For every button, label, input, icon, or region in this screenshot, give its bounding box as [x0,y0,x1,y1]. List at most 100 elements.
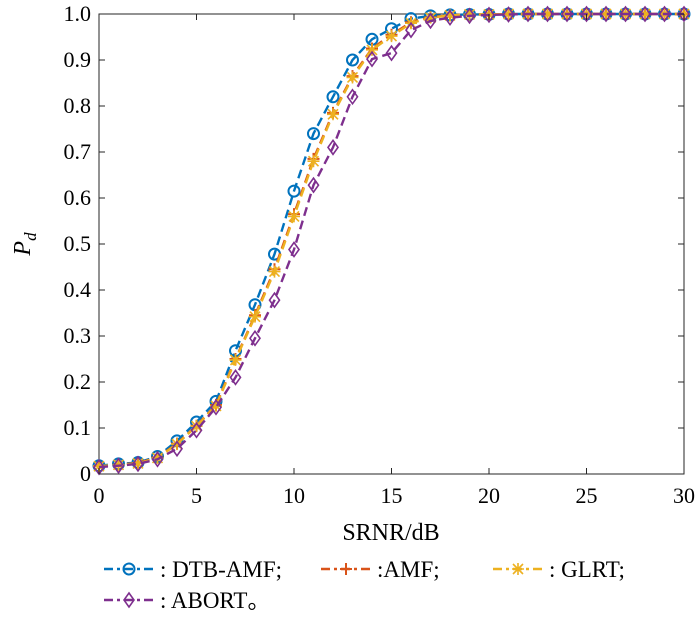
data-point [678,5,690,23]
x-tick-label: 10 [283,483,305,508]
legend-label: :AMF; [377,557,440,582]
data-point-shape [444,9,456,22]
data-point [210,399,222,412]
data-point-shape [229,369,242,386]
data-point [268,265,281,278]
x-axis-title: SRNR/dB [342,520,439,546]
data-point [502,8,515,20]
data-point-shape [249,329,261,347]
data-point-shape [346,88,359,106]
y-tick-label: 0.5 [64,231,92,256]
ticks-layer: 0 5 10 15 20 25 30 0 0.1 0.2 0.3 0.4 0.5 0.6 0.7 0.8 0.9… [64,1,696,508]
data-point-shape [424,12,437,30]
data-point [287,184,301,198]
x-tick-label: 20 [478,483,500,508]
data-point-shape [424,11,437,24]
series-line [98,12,684,468]
data-point [580,5,593,23]
data-point-shape [326,90,340,104]
x-tick-label: 30 [673,483,695,508]
legend-marker-shape [123,591,135,609]
data-point [307,127,320,141]
data-point-shape [190,421,203,439]
series-2 [93,8,690,473]
data-point-shape [600,8,612,20]
data-point [151,450,164,468]
data-point-shape [307,127,320,141]
data-point-shape [132,457,144,470]
data-point [366,43,378,56]
plot-area: 0 5 10 15 20 25 30 0 0.1 0.2 0.3 0.4 0.5 0.6 0.7 0.8 0.9… [64,1,696,508]
data-point-shape [288,210,300,223]
data-point-shape [132,455,144,473]
y-tick-label: 0.1 [64,415,92,440]
data-point [190,421,203,439]
data-point [639,8,651,20]
data-point-shape [522,5,534,23]
series-line [98,12,684,469]
data-point [346,53,359,67]
y-axis-title: Pd [10,232,40,257]
data-point-shape [307,155,320,168]
data-point [463,7,476,25]
y-tick-label: 0 [80,461,91,486]
data-point-shape [171,438,183,451]
data-point-shape [112,457,125,475]
legend: : DTB-AMF;:AMF;: GLRT;: ABORT。 [104,557,625,613]
legend-marker [122,562,136,576]
data-point [424,12,437,30]
data-point-shape [541,8,554,20]
legend-label: : ABORT。 [160,588,270,613]
legend-entry-2: : GLRT; [493,557,625,582]
data-point-shape [171,440,183,458]
y-tick-label: 1.0 [64,1,92,26]
data-point-shape [639,5,651,23]
data-point [522,5,534,23]
data-point-shape [151,451,164,464]
series-3 [93,5,690,476]
data-point [229,369,242,386]
data-point [288,241,300,258]
data-point [326,90,340,104]
data-point-shape [678,5,690,23]
series-line [98,12,684,467]
legend-marker-shape [122,562,136,576]
series-line [98,12,684,468]
data-point-shape [639,8,651,20]
data-point-shape [287,184,301,198]
data-point [171,440,183,458]
legend-marker [123,591,135,609]
data-point [385,44,398,62]
data-point [502,6,515,23]
data-point [132,455,144,473]
data-point-shape [600,5,612,23]
x-tick-label: 5 [191,483,202,508]
legend-entry-1: :AMF; [321,557,440,582]
data-point [541,5,554,23]
data-point [268,291,281,309]
y-tick-label: 0.2 [64,369,92,394]
data-point-shape [268,265,281,278]
y-axis-title-sub: d [21,232,40,241]
data-point [483,6,495,24]
data-point [385,30,398,43]
data-point-shape [463,8,476,21]
data-point-shape [619,5,632,23]
data-point [327,108,339,121]
y-tick-label: 0.3 [64,323,92,348]
data-point-shape [346,71,359,84]
data-point [600,8,612,20]
y-tick-label: 0.9 [64,47,92,72]
legend-entry-3: : ABORT。 [104,588,270,613]
data-point [346,88,359,106]
data-point-shape [307,176,320,194]
x-tick-label: 15 [381,483,403,508]
axes-box [98,13,685,475]
data-point [210,398,222,416]
data-point-shape [658,5,671,23]
data-point [151,451,164,464]
data-point [327,139,339,156]
data-point [288,210,300,223]
data-point-shape [249,310,261,323]
